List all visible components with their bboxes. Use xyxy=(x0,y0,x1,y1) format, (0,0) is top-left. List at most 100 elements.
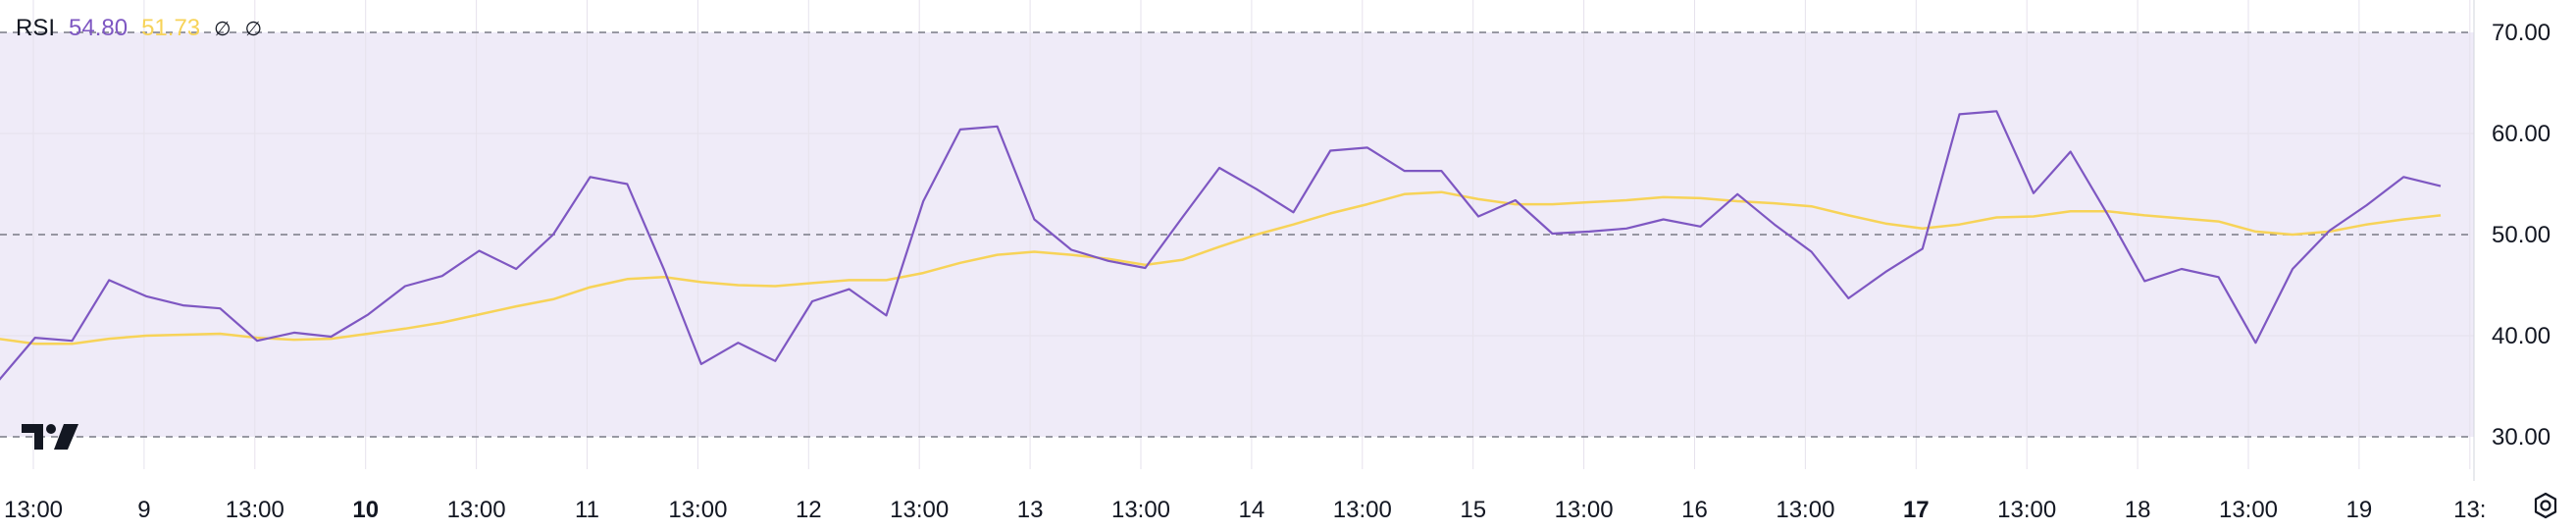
tradingview-logo[interactable] xyxy=(22,422,80,456)
rsi-point xyxy=(1365,145,1369,149)
time-axis-label: 9 xyxy=(137,497,150,523)
price-axis-label: 70.00 xyxy=(2492,20,2550,46)
rsi-point xyxy=(1698,225,1702,229)
time-axis-label: 13:00 xyxy=(1333,497,1392,523)
rsi-point xyxy=(589,175,592,179)
rsi-point xyxy=(144,294,148,298)
time-axis-label: 14 xyxy=(1239,497,1265,523)
time-axis-label: 13:00 xyxy=(226,497,284,523)
rsi-point xyxy=(773,359,777,363)
ma-value: 51.73 xyxy=(141,15,201,41)
rsi-point xyxy=(1476,214,1480,218)
rsi-point xyxy=(2401,175,2405,179)
rsi-value: 54.80 xyxy=(69,15,129,41)
time-axis-label: 13:00 xyxy=(1111,497,1170,523)
time-axis-label: 13:00 xyxy=(1776,497,1834,523)
time-axis-label: 11 xyxy=(575,497,599,523)
time-axis-label: 13:00 xyxy=(1997,497,2056,523)
null-value-1: ∅ xyxy=(214,18,232,40)
rsi-point xyxy=(551,233,555,237)
time-axis-label: 18 xyxy=(2125,497,2151,523)
rsi-point xyxy=(625,182,629,186)
rsi-point xyxy=(1624,227,1628,231)
rsi-point xyxy=(514,267,518,271)
rsi-point xyxy=(1551,232,1555,236)
rsi-point xyxy=(1662,218,1666,222)
rsi-point xyxy=(477,248,481,252)
horizontal-gridlines xyxy=(0,133,2474,337)
rsi-point xyxy=(366,312,370,316)
rsi-point xyxy=(107,278,111,282)
time-axis-label: 13:00 xyxy=(1555,497,1614,523)
rsi-point xyxy=(884,313,888,317)
rsi-point xyxy=(2069,150,2073,154)
rsi-point xyxy=(2365,203,2369,207)
rsi-point xyxy=(1328,148,1332,152)
rsi-point xyxy=(1773,223,1777,227)
price-axis-label: 50.00 xyxy=(2492,222,2550,248)
time-axis-labels: 13:00 9 13:00 10 13:00 11 13:00 12 13:00 13 13:00 1… xyxy=(4,497,2487,523)
rsi-point xyxy=(1994,109,1998,113)
rsi-point xyxy=(255,339,259,343)
price-axis-label: 30.00 xyxy=(2492,424,2550,451)
rsi-point xyxy=(33,336,37,340)
price-axis-label: 40.00 xyxy=(2492,323,2550,349)
time-axis-label: 10 xyxy=(352,497,379,523)
time-axis-label: 17 xyxy=(1903,497,1930,523)
rsi-point xyxy=(1921,246,1925,250)
rsi-point xyxy=(1846,296,1850,300)
price-axis-label: 60.00 xyxy=(2492,121,2550,147)
rsi-point xyxy=(848,288,851,292)
time-axis-label: 13:00 xyxy=(668,497,727,523)
rsi-point xyxy=(958,128,962,132)
time-axis-label: 13:00 xyxy=(4,497,63,523)
rsi-point xyxy=(1735,192,1739,196)
rsi-point xyxy=(1958,112,1962,116)
rsi-point xyxy=(1291,210,1295,214)
rsi-point xyxy=(2253,341,2257,345)
rsi-point xyxy=(70,339,74,343)
band-dashed-lines xyxy=(0,31,2474,438)
time-axis-label: 19 xyxy=(2346,497,2373,523)
rsi-point xyxy=(1403,169,1407,173)
indicator-legend[interactable]: RSI 54.80 51.73 ∅ ∅ xyxy=(16,12,262,45)
rsi-point xyxy=(1180,215,1184,219)
time-axis-label: 16 xyxy=(1681,497,1708,523)
rsi-point xyxy=(1144,266,1148,270)
rsi-point xyxy=(403,285,407,289)
time-axis-label: 13:00 xyxy=(2219,497,2278,523)
rsi-point xyxy=(1107,259,1110,263)
rsi-point xyxy=(662,268,666,272)
rsi-point xyxy=(2217,275,2221,279)
rsi-point xyxy=(2180,267,2184,271)
rsi-point xyxy=(921,199,925,203)
rsi-point xyxy=(1439,169,1443,173)
rsi-point xyxy=(810,299,814,303)
price-axis-labels: 70.00 60.00 50.00 40.00 30.00 xyxy=(2492,20,2550,451)
rsi-point xyxy=(440,274,444,278)
rsi-point xyxy=(2291,267,2294,271)
time-axis-label: 13 xyxy=(1017,497,1044,523)
rsi-point xyxy=(1032,218,1036,222)
null-value-2: ∅ xyxy=(244,18,262,40)
rsi-point xyxy=(218,306,222,310)
rsi-point xyxy=(1514,198,1518,202)
time-axis-label: 13:00 xyxy=(447,497,506,523)
rsi-point xyxy=(181,303,185,307)
time-axis-label: 12 xyxy=(796,497,822,523)
indicator-name[interactable]: RSI xyxy=(16,15,56,41)
rsi-point xyxy=(2328,229,2332,233)
rsi-point xyxy=(1217,166,1221,170)
rsi-point xyxy=(2439,185,2443,188)
rsi-point xyxy=(2032,191,2035,195)
settings-icon[interactable] xyxy=(2531,491,2560,525)
rsi-point xyxy=(330,335,334,339)
rsi-point xyxy=(1069,247,1073,251)
ma-line xyxy=(0,190,2442,346)
rsi-line xyxy=(0,110,2442,381)
time-axis-label: 13: xyxy=(2453,497,2486,523)
rsi-point xyxy=(2142,279,2146,283)
rsi-point xyxy=(1810,250,1814,254)
rsi-point xyxy=(699,362,703,366)
